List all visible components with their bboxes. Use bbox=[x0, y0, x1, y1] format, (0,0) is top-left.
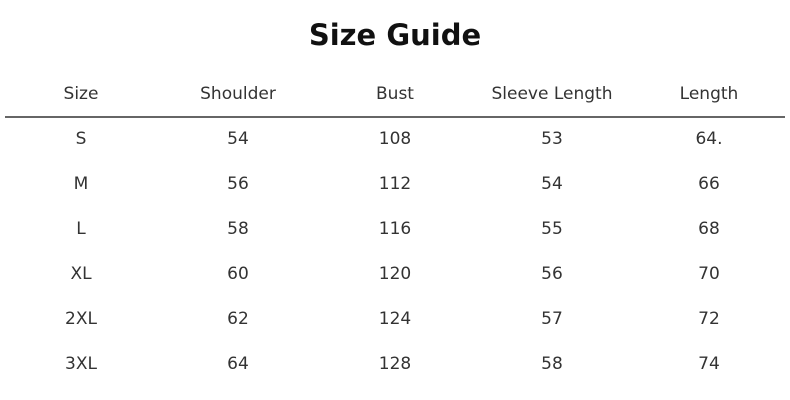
table-cell: M bbox=[73, 174, 89, 194]
table-cell: 54 bbox=[541, 174, 563, 194]
column-header: Sleeve Length bbox=[491, 84, 613, 104]
table-row: XL 60 120 56 70 bbox=[0, 259, 790, 289]
table-cell: 116 bbox=[378, 219, 412, 239]
column-header: Shoulder bbox=[200, 84, 276, 104]
table-cell: 54 bbox=[227, 129, 249, 149]
column-header: Bust bbox=[376, 84, 414, 104]
header-divider bbox=[5, 116, 785, 118]
table-cell: 58 bbox=[541, 354, 563, 374]
table-cell: 68 bbox=[698, 219, 720, 239]
table-row: S 54 108 53 64. bbox=[0, 124, 790, 154]
table-cell: 72 bbox=[698, 309, 720, 329]
table-cell: 3XL bbox=[65, 354, 97, 374]
table-cell: 120 bbox=[378, 264, 412, 284]
table-cell: 55 bbox=[541, 219, 563, 239]
table-cell: 56 bbox=[541, 264, 563, 284]
table-cell: 112 bbox=[378, 174, 412, 194]
table-row: 3XL 64 128 58 74 bbox=[0, 349, 790, 379]
table-cell: 124 bbox=[378, 309, 412, 329]
table-cell: 60 bbox=[227, 264, 249, 284]
table-cell: 108 bbox=[378, 129, 412, 149]
table-cell: XL bbox=[70, 264, 92, 284]
table-cell: 64. bbox=[695, 129, 723, 149]
table-cell: 70 bbox=[698, 264, 720, 284]
table-cell: 66 bbox=[698, 174, 720, 194]
table-row: 2XL 62 124 57 72 bbox=[0, 304, 790, 334]
table-cell: 56 bbox=[227, 174, 249, 194]
page-title: Size Guide bbox=[308, 18, 482, 52]
table-cell: 58 bbox=[227, 219, 249, 239]
table-cell: S bbox=[75, 129, 87, 149]
table-cell: L bbox=[76, 219, 86, 239]
table-cell: 57 bbox=[541, 309, 563, 329]
table-cell: 2XL bbox=[65, 309, 97, 329]
table-row: M 56 112 54 66 bbox=[0, 169, 790, 199]
column-header: Size bbox=[63, 84, 99, 104]
table-cell: 64 bbox=[227, 354, 249, 374]
table-cell: 62 bbox=[227, 309, 249, 329]
table-cell: 128 bbox=[378, 354, 412, 374]
table-cell: 74 bbox=[698, 354, 720, 374]
column-header: Length bbox=[679, 84, 739, 104]
table-row: L 58 116 55 68 bbox=[0, 214, 790, 244]
table-cell: 53 bbox=[541, 129, 563, 149]
header-row: Size Shoulder Bust Sleeve Length Length bbox=[0, 79, 790, 109]
